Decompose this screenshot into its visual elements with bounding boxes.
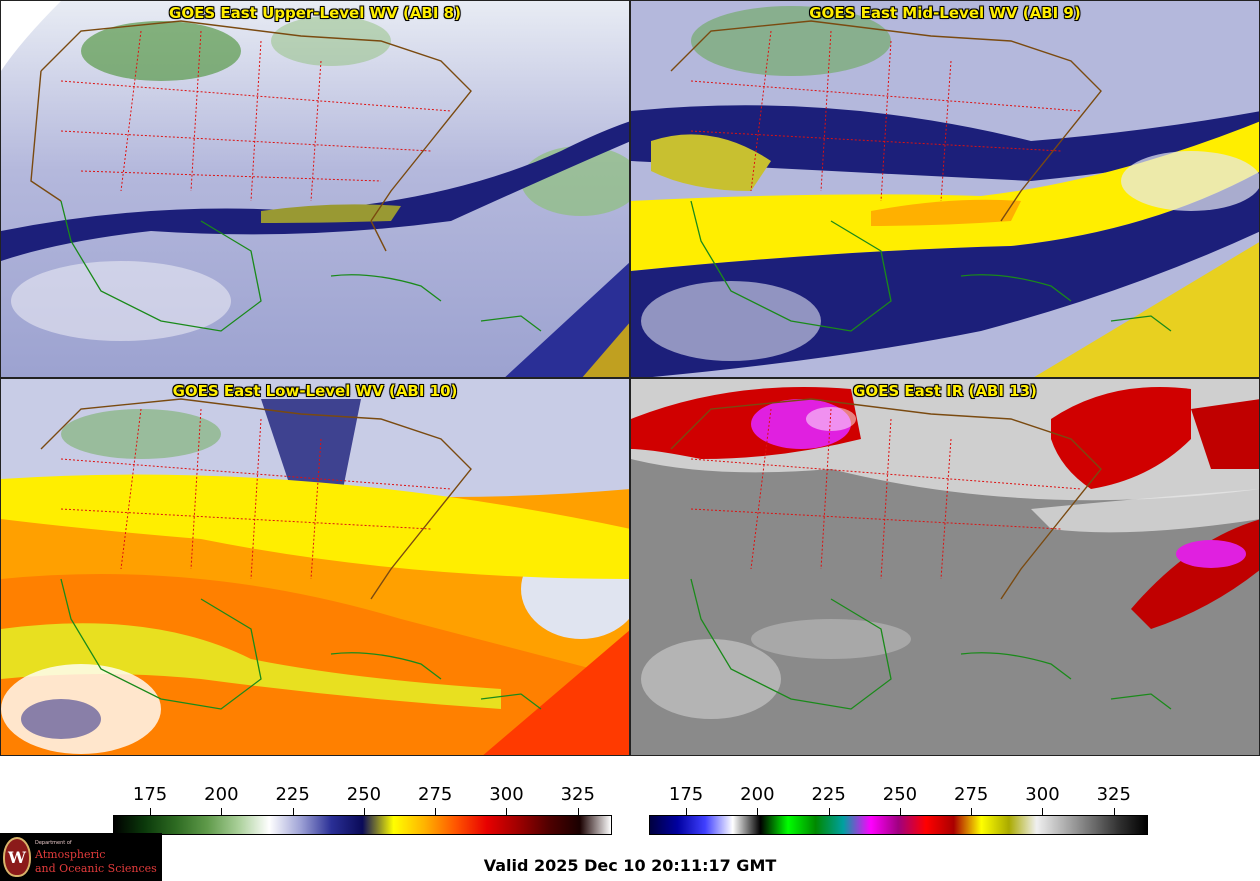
valid-time: Valid 2025 Dec 10 20:11:17 GMT: [483, 856, 777, 875]
ir-tick-label: 175: [668, 784, 704, 805]
wv-tick-mark: [150, 808, 152, 815]
panel-upper-level-wv: GOES East Upper-Level WV (ABI 8): [0, 0, 630, 378]
ir-tick-label: 200: [740, 784, 775, 805]
wv-tick-mark: [292, 808, 294, 815]
wv-colorbar-ticks: 175 200 225 250 275 300 325: [113, 784, 612, 815]
uw-seal: W: [3, 837, 31, 877]
wv-tick-label: 325: [560, 784, 595, 805]
ir-tick-label: 325: [1096, 784, 1131, 805]
ir-tick-mark: [828, 808, 830, 815]
upper-level-wv-map: [1, 1, 629, 377]
aos-logo: W Department of Atmospheric and Oceanic …: [0, 833, 162, 881]
wv-colorbar: [113, 815, 612, 835]
wv-tick-label: 175: [132, 784, 168, 805]
ir-colorbar-ticks: 175 200 225 250 275 300 325: [649, 784, 1148, 815]
wv-tick-label: 200: [204, 784, 239, 805]
panel-title: GOES East Low-Level WV (ABI 10): [172, 382, 458, 400]
wv-tick-mark: [577, 808, 579, 815]
panel-mid-level-wv: GOES East Mid-Level WV (ABI 9): [630, 0, 1260, 378]
ir-tick-label: 225: [811, 784, 846, 805]
wv-tick-label: 225: [275, 784, 310, 805]
logo-line2: and Oceanic Sciences: [35, 862, 157, 875]
panel-low-level-wv: GOES East Low-Level WV (ABI 10): [0, 378, 630, 756]
ir-tick-label: 275: [954, 784, 989, 805]
wv-tick-label: 250: [346, 784, 382, 805]
ir-tick-mark: [1042, 808, 1044, 815]
panel-title: GOES East IR (ABI 13): [853, 382, 1037, 400]
panel-title: GOES East Mid-Level WV (ABI 9): [809, 4, 1081, 22]
ir-tick-mark: [686, 808, 688, 815]
wv-tick-label: 275: [418, 784, 453, 805]
seal-letter: W: [8, 848, 26, 867]
wv-tick-label: 300: [489, 784, 524, 805]
ir-map: [631, 379, 1259, 755]
low-level-wv-map: [1, 379, 629, 755]
ir-tick-label: 250: [882, 784, 918, 805]
wv-tick-mark: [506, 808, 508, 815]
ir-tick-mark: [899, 808, 901, 815]
panel-title: GOES East Upper-Level WV (ABI 8): [169, 4, 461, 22]
logo-dept: Department of: [35, 840, 72, 846]
ir-tick-label: 300: [1025, 784, 1060, 805]
panel-ir: GOES East IR (ABI 13): [630, 378, 1260, 756]
mid-level-wv-map: [631, 1, 1259, 377]
ir-tick-mark: [1113, 808, 1115, 815]
ir-tick-mark: [971, 808, 973, 815]
wv-tick-mark: [435, 808, 437, 815]
ir-tick-mark: [757, 808, 759, 815]
wv-tick-mark: [363, 808, 365, 815]
wv-tick-mark: [221, 808, 223, 815]
ir-colorbar: [649, 815, 1148, 835]
logo-line1: Atmospheric: [35, 848, 106, 861]
